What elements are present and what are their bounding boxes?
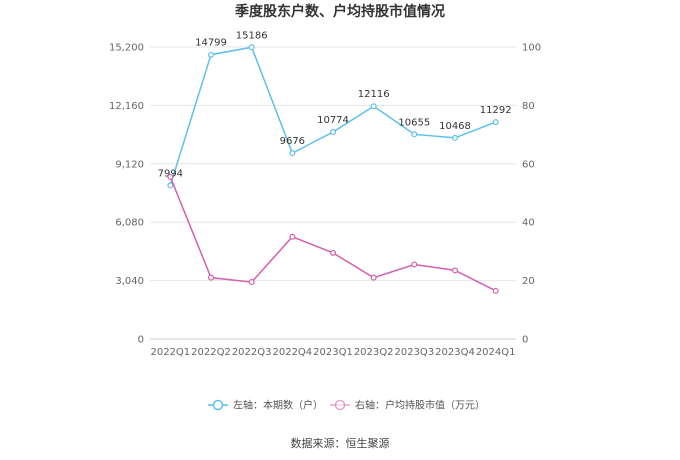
series-1-point xyxy=(452,267,459,274)
series-1-point xyxy=(208,274,215,281)
source-note: 数据来源：恒生聚源 xyxy=(291,436,390,450)
series-1-point xyxy=(411,261,418,268)
data-label: 15186 xyxy=(236,30,268,41)
legend-label: 右轴：户均持股市值（万元） xyxy=(355,399,485,412)
data-label: 9676 xyxy=(280,136,305,147)
left-tick-label: 6,080 xyxy=(115,218,144,229)
right-tick-label: 100 xyxy=(522,43,541,54)
series-line-1 xyxy=(169,176,497,292)
legend-swatch-marker xyxy=(334,399,346,411)
data-label: 10468 xyxy=(439,121,471,132)
right-tick-label: 40 xyxy=(522,218,535,229)
x-tick-label: 2022Q3 xyxy=(232,347,272,358)
x-tick-label: 2023Q2 xyxy=(354,347,394,358)
series-0-point xyxy=(452,134,459,141)
x-tick-label: 2022Q4 xyxy=(272,347,312,358)
left-tick-label: 9,120 xyxy=(115,159,144,170)
left-tick-label: 3,040 xyxy=(115,276,144,287)
data-label: 10774 xyxy=(317,115,349,126)
data-label: 12116 xyxy=(358,89,390,100)
series-1-point xyxy=(492,287,499,294)
right-tick-label: 0 xyxy=(522,335,528,346)
series-1-point xyxy=(248,279,255,286)
series-0-point xyxy=(167,182,174,189)
series-1-point xyxy=(330,249,337,256)
data-label: 10655 xyxy=(398,117,430,128)
axes: 0 0 3,040 20 6,080 40 9,120 60 12,160 80 15,200 100… xyxy=(109,43,541,359)
right-tick-label: 20 xyxy=(522,276,535,287)
series-0-point xyxy=(330,129,337,136)
x-tick-label: 2022Q1 xyxy=(150,347,190,358)
series-0-point xyxy=(208,51,215,58)
data-label: 7994 xyxy=(158,168,183,179)
grid xyxy=(150,46,516,340)
legend-swatch-marker xyxy=(212,399,224,411)
right-tick-label: 60 xyxy=(522,159,535,170)
series: 7994 14799 15186 9676 10774 12116 10655 10468 11… xyxy=(158,30,512,294)
left-tick-label: 12,160 xyxy=(109,101,144,112)
legend: 左轴：本期数（户） 右轴：户均持股市值（万元） xyxy=(208,399,485,412)
series-0-point xyxy=(370,103,377,110)
x-tick-label: 2023Q4 xyxy=(435,347,475,358)
series-1-point xyxy=(167,173,174,180)
x-tick-label: 2023Q1 xyxy=(313,347,353,358)
x-tick-label: 2024Q1 xyxy=(476,347,516,358)
right-tick-label: 80 xyxy=(522,101,535,112)
x-tick-label: 2022Q2 xyxy=(191,347,231,358)
left-tick-label: 0 xyxy=(138,335,144,346)
legend-label: 左轴：本期数（户） xyxy=(233,399,323,412)
series-0-point xyxy=(411,131,418,138)
data-label: 11292 xyxy=(480,105,512,116)
series-0-point xyxy=(492,119,499,126)
series-1-point xyxy=(370,274,377,281)
left-tick-label: 15,200 xyxy=(109,43,144,54)
x-tick-label: 2023Q3 xyxy=(394,347,434,358)
data-label: 14799 xyxy=(195,38,227,49)
chart-title: 季度股东户数、户均持股市值情况 xyxy=(234,3,445,20)
series-1-point xyxy=(289,233,296,240)
series-0-point xyxy=(289,150,296,157)
series-0-point xyxy=(248,44,255,51)
